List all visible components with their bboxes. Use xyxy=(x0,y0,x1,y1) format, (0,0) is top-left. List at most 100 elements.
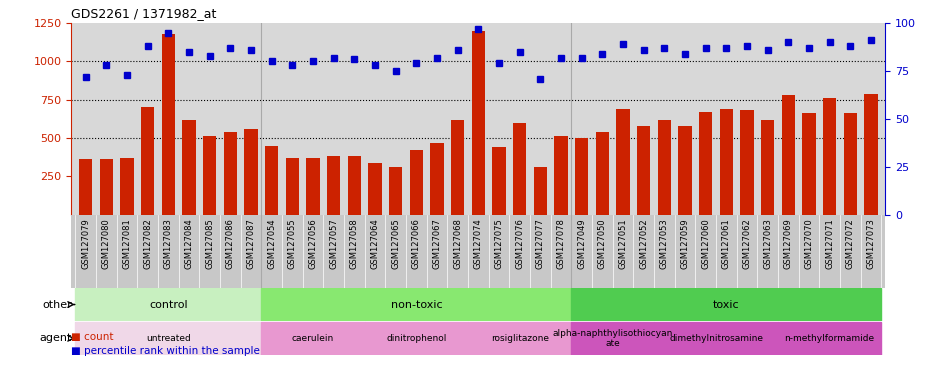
Text: GSM127085: GSM127085 xyxy=(205,218,214,269)
Bar xyxy=(678,126,691,215)
Text: GSM127063: GSM127063 xyxy=(762,218,771,269)
Bar xyxy=(140,108,154,215)
Bar xyxy=(75,288,261,321)
Bar xyxy=(822,98,836,215)
Text: GSM127066: GSM127066 xyxy=(412,218,420,269)
Text: dimethylnitrosamine: dimethylnitrosamine xyxy=(668,334,762,343)
Text: GSM127078: GSM127078 xyxy=(556,218,565,269)
Text: GSM127079: GSM127079 xyxy=(81,218,90,269)
Bar xyxy=(777,322,881,354)
Bar xyxy=(183,119,196,215)
Bar xyxy=(261,288,571,321)
Text: rosiglitazone: rosiglitazone xyxy=(490,334,548,343)
Bar xyxy=(388,167,402,215)
Bar xyxy=(203,136,216,215)
Bar xyxy=(698,112,711,215)
Text: GSM127054: GSM127054 xyxy=(267,218,276,269)
Bar xyxy=(801,114,815,215)
Bar xyxy=(760,119,773,215)
Text: GSM127083: GSM127083 xyxy=(164,218,172,269)
Bar xyxy=(512,122,526,215)
Text: GSM127065: GSM127065 xyxy=(390,218,400,269)
Bar xyxy=(430,142,444,215)
Bar xyxy=(781,95,795,215)
Bar xyxy=(368,162,381,215)
Bar xyxy=(75,322,261,354)
Bar xyxy=(161,34,175,215)
Bar xyxy=(120,158,134,215)
Bar xyxy=(467,322,571,354)
Text: GDS2261 / 1371982_at: GDS2261 / 1371982_at xyxy=(71,7,216,20)
Text: GSM127062: GSM127062 xyxy=(741,218,751,269)
Text: control: control xyxy=(149,300,187,310)
Text: alpha-naphthylisothiocyan
ate: alpha-naphthylisothiocyan ate xyxy=(552,329,672,348)
Text: non-toxic: non-toxic xyxy=(390,300,442,310)
Bar xyxy=(265,146,278,215)
Bar xyxy=(657,119,670,215)
Bar xyxy=(409,150,423,215)
Text: untreated: untreated xyxy=(146,334,191,343)
Bar xyxy=(244,129,257,215)
Bar xyxy=(364,322,467,354)
Bar xyxy=(285,158,299,215)
Bar xyxy=(79,159,93,215)
Text: GSM127072: GSM127072 xyxy=(845,218,854,269)
Bar xyxy=(863,94,877,215)
Text: GSM127061: GSM127061 xyxy=(721,218,730,269)
Bar xyxy=(75,322,261,354)
Text: GSM127086: GSM127086 xyxy=(226,218,235,269)
Bar xyxy=(554,136,567,215)
Text: GSM127069: GSM127069 xyxy=(783,218,792,269)
Text: GSM127053: GSM127053 xyxy=(659,218,668,269)
Text: toxic: toxic xyxy=(712,300,739,310)
Text: GSM127070: GSM127070 xyxy=(804,218,812,269)
Text: GSM127081: GSM127081 xyxy=(123,218,131,269)
Text: GSM127064: GSM127064 xyxy=(370,218,379,269)
Bar xyxy=(347,156,360,215)
Text: other: other xyxy=(42,300,71,310)
Bar xyxy=(571,288,881,321)
Text: GSM127080: GSM127080 xyxy=(102,218,110,269)
Text: GSM127071: GSM127071 xyxy=(825,218,833,269)
Bar xyxy=(261,322,364,354)
Bar xyxy=(653,322,777,354)
Bar xyxy=(261,322,364,354)
Text: GSM127074: GSM127074 xyxy=(474,218,482,269)
Text: GSM127076: GSM127076 xyxy=(515,218,523,269)
Text: caerulein: caerulein xyxy=(292,334,334,343)
Bar xyxy=(471,31,485,215)
Bar xyxy=(571,322,653,354)
Text: n-methylformamide: n-methylformamide xyxy=(783,334,874,343)
Bar xyxy=(653,322,777,354)
Text: GSM127077: GSM127077 xyxy=(535,218,544,269)
Bar xyxy=(595,132,608,215)
Bar xyxy=(75,288,261,321)
Text: GSM127049: GSM127049 xyxy=(577,218,586,269)
Bar xyxy=(575,138,588,215)
Bar xyxy=(467,322,571,354)
Text: GSM127084: GSM127084 xyxy=(184,218,194,269)
Text: GSM127060: GSM127060 xyxy=(700,218,709,269)
Bar xyxy=(306,158,319,215)
Bar xyxy=(450,119,464,215)
Bar xyxy=(777,322,881,354)
Text: GSM127056: GSM127056 xyxy=(308,218,317,269)
Text: GSM127067: GSM127067 xyxy=(432,218,441,269)
Bar xyxy=(616,109,629,215)
Bar xyxy=(571,322,653,354)
Bar xyxy=(224,132,237,215)
Bar xyxy=(533,167,547,215)
Text: ■ count: ■ count xyxy=(71,332,113,342)
Text: GSM127055: GSM127055 xyxy=(287,218,297,269)
Bar xyxy=(739,111,753,215)
Text: GSM127051: GSM127051 xyxy=(618,218,627,269)
Text: GSM127073: GSM127073 xyxy=(866,218,874,269)
Text: GSM127059: GSM127059 xyxy=(680,218,689,269)
Bar xyxy=(636,126,650,215)
Text: GSM127082: GSM127082 xyxy=(143,218,152,269)
Bar xyxy=(327,156,340,215)
Bar xyxy=(99,159,113,215)
Text: GSM127087: GSM127087 xyxy=(246,218,256,269)
Bar xyxy=(364,322,467,354)
Bar xyxy=(571,288,881,321)
